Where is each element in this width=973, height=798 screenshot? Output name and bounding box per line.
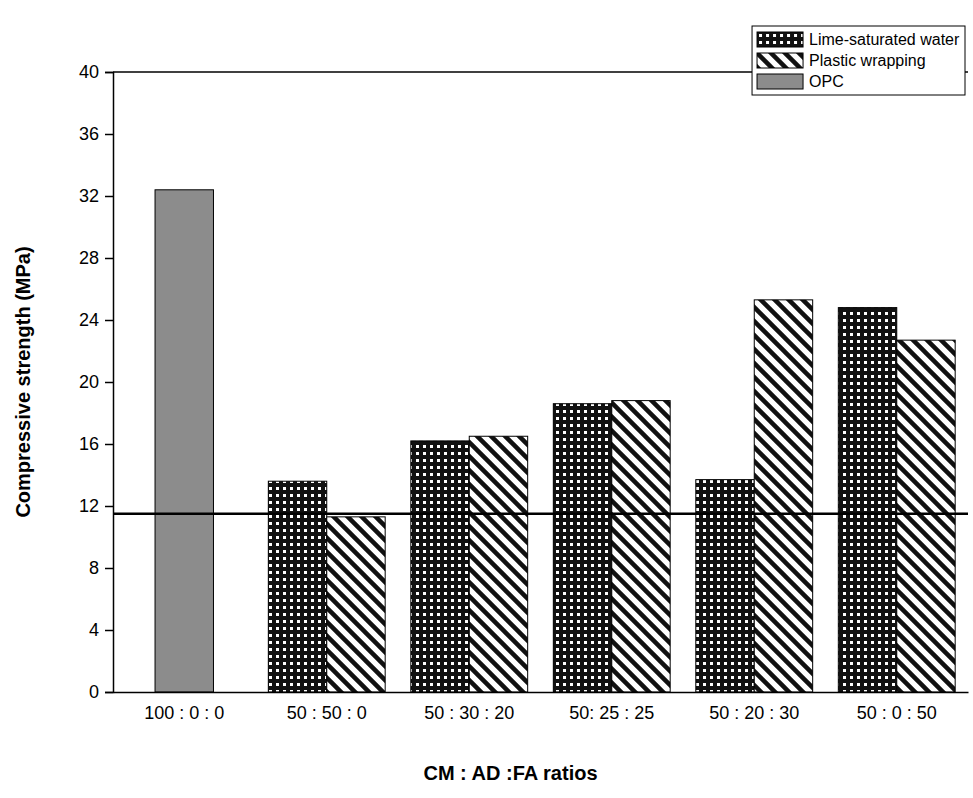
y-tick-label: 4	[89, 620, 99, 640]
y-tick: 12	[79, 496, 113, 516]
x-tick: 50 : 50 : 0	[287, 692, 367, 723]
y-tick: 4	[89, 620, 113, 640]
y-tick: 20	[79, 372, 113, 392]
y-tick-mark	[105, 692, 113, 694]
y-tick: 24	[79, 310, 113, 330]
x-axis: 100 : 0 : 0 50 : 50 : 0 50 : 30 : 20 50: 25…	[114, 692, 969, 723]
bar	[612, 401, 670, 692]
y-tick: 32	[79, 186, 113, 206]
y-tick-label: 0	[89, 682, 99, 702]
x-tick: 50 : 30 : 20	[424, 692, 514, 723]
legend-swatch	[757, 32, 803, 47]
y-tick-mark	[105, 568, 113, 570]
y-tick-mark	[105, 72, 113, 74]
y-tick-label: 16	[79, 434, 99, 454]
legend-item: Plastic wrapping	[757, 52, 926, 69]
y-tick-mark	[105, 258, 113, 260]
y-axis-line	[105, 73, 114, 693]
bar	[327, 517, 385, 692]
y-tick-label: 8	[89, 558, 99, 578]
bar	[838, 308, 896, 692]
bar	[411, 441, 469, 692]
y-tick-label: 28	[79, 248, 99, 268]
y-tick-mark	[105, 320, 113, 322]
legend-item: Lime-saturated water	[757, 31, 960, 48]
y-tick-label: 32	[79, 186, 99, 206]
plot: 0 4 8 12 16 20 24 28 32 36 40 100 : 0 : 0 50 : 50 : …	[79, 62, 969, 723]
y-tick: 16	[79, 434, 113, 454]
x-tick-label: 50 : 30 : 20	[424, 703, 514, 723]
x-tick-label: 50: 25 : 25	[569, 703, 654, 723]
y-tick-mark	[105, 382, 113, 384]
bar	[696, 480, 754, 692]
x-axis-title: CM : AD :FA ratios	[423, 762, 597, 784]
y-tick: 36	[79, 124, 113, 144]
y-tick: 8	[89, 558, 113, 578]
y-tick-mark	[105, 196, 113, 198]
legend-box	[752, 26, 965, 95]
marks	[113, 190, 968, 692]
x-tick: 50: 25 : 25	[569, 692, 654, 723]
legend-label: Plastic wrapping	[809, 52, 926, 69]
y-axis-title: Compressive strength (MPa)	[12, 246, 34, 517]
y-tick: 40	[79, 62, 113, 82]
y-tick-label: 20	[79, 372, 99, 392]
x-tick-label: 50 : 50 : 0	[287, 703, 367, 723]
y-tick: 0	[89, 682, 113, 702]
bar	[553, 404, 611, 692]
bar	[469, 436, 527, 692]
x-axis-line	[114, 692, 969, 694]
y-axis: 0 4 8 12 16 20 24 28 32 36 40	[79, 62, 114, 702]
bar	[897, 340, 955, 692]
legend-swatch	[757, 74, 803, 89]
x-tick-label: 50 : 20 : 30	[709, 703, 799, 723]
x-tick: 100 : 0 : 0	[144, 692, 224, 723]
chart: 0 4 8 12 16 20 24 28 32 36 40 100 : 0 : 0 50 : 50 : …	[0, 0, 973, 798]
legend-swatch	[757, 53, 803, 68]
legend-item: OPC	[757, 73, 844, 90]
bar	[155, 190, 213, 692]
legend-label: OPC	[809, 73, 844, 90]
x-tick-label: 100 : 0 : 0	[144, 703, 224, 723]
y-tick-mark	[105, 630, 113, 632]
bar	[754, 300, 812, 692]
y-tick: 28	[79, 248, 113, 268]
y-tick-label: 36	[79, 124, 99, 144]
legend: Lime-saturated water Plastic wrapping OPC	[752, 26, 965, 95]
y-tick-label: 24	[79, 310, 99, 330]
y-tick-mark	[105, 506, 113, 508]
y-tick-label: 12	[79, 496, 99, 516]
legend-label: Lime-saturated water	[809, 31, 960, 48]
x-tick: 50 : 0 : 50	[857, 692, 937, 723]
x-tick-label: 50 : 0 : 50	[857, 703, 937, 723]
y-tick-mark	[105, 444, 113, 446]
y-tick-label: 40	[79, 62, 99, 82]
x-tick: 50 : 20 : 30	[709, 692, 799, 723]
y-tick-mark	[105, 134, 113, 136]
reference-line	[113, 513, 968, 516]
